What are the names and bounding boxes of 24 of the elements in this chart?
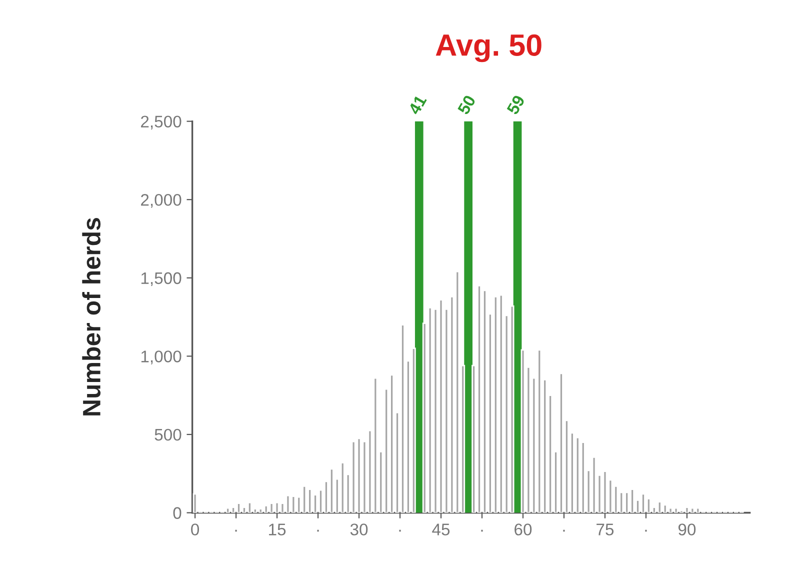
y-tick-label: 2,500	[141, 116, 182, 130]
x-tick-label: ·	[235, 530, 237, 532]
x-tick-label: 90	[678, 524, 696, 536]
x-tick-label: ·	[399, 530, 401, 532]
y-tick-label: 500	[154, 428, 182, 441]
y-axis-title: Number of herds	[82, 218, 101, 416]
x-tick-label: 15	[269, 524, 286, 536]
chart-title: Avg. 50	[436, 34, 542, 62]
x-tick-label: ·	[317, 530, 319, 532]
x-tick-label: ·	[481, 530, 483, 532]
x-tick-label: 0	[191, 524, 200, 536]
ref-line-label: 50	[457, 94, 476, 116]
y-tick-label: 2,000	[141, 194, 182, 208]
y-tick-label: 0	[173, 507, 182, 519]
x-tick-label: 75	[596, 524, 614, 536]
x-tick-label: 60	[514, 524, 532, 536]
ref-line-label: 59	[506, 94, 526, 116]
x-tick-label: 45	[432, 524, 450, 536]
ref-line-label: 41	[408, 94, 427, 116]
y-tick-label: 1,500	[141, 272, 182, 286]
x-tick-label: ·	[645, 530, 647, 532]
x-tick-label: 30	[350, 524, 368, 536]
y-tick-label: 1,000	[141, 350, 182, 364]
x-tick-label: ·	[563, 530, 565, 532]
